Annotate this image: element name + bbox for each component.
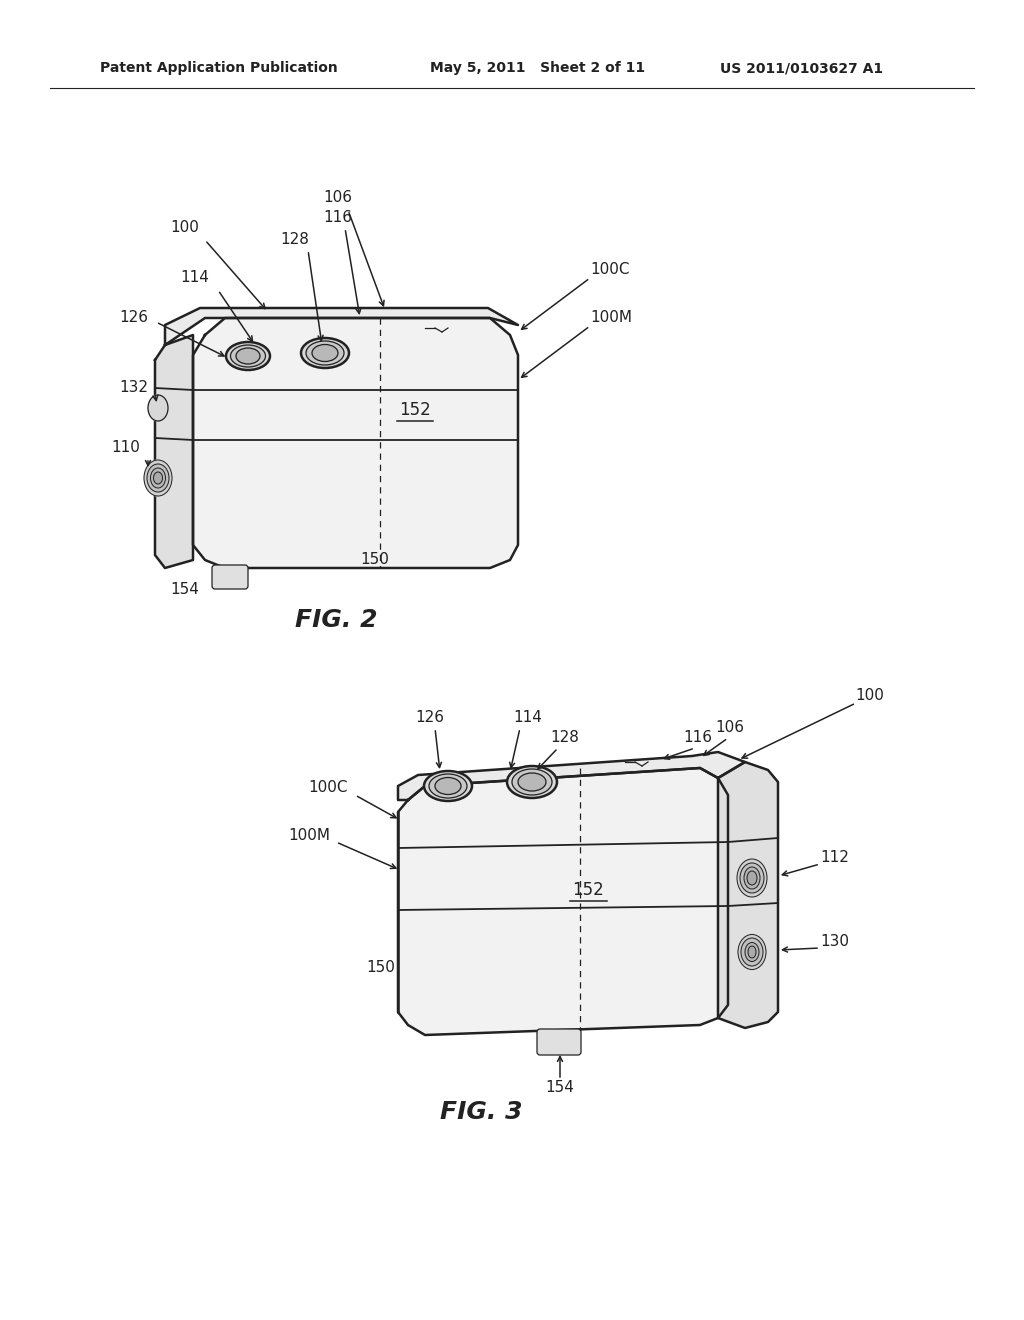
Polygon shape — [155, 335, 193, 568]
Ellipse shape — [148, 395, 168, 421]
Ellipse shape — [144, 459, 172, 496]
Ellipse shape — [738, 935, 766, 969]
Text: 112: 112 — [820, 850, 849, 866]
Text: Patent Application Publication: Patent Application Publication — [100, 61, 338, 75]
Text: FIG. 3: FIG. 3 — [440, 1100, 522, 1125]
Ellipse shape — [745, 942, 759, 961]
Text: 106: 106 — [324, 190, 352, 206]
Ellipse shape — [748, 946, 756, 958]
Ellipse shape — [740, 863, 764, 894]
Ellipse shape — [236, 348, 260, 364]
Ellipse shape — [744, 867, 760, 888]
FancyBboxPatch shape — [537, 1030, 581, 1055]
Text: 114: 114 — [514, 710, 543, 726]
Polygon shape — [398, 752, 745, 800]
Polygon shape — [193, 318, 518, 568]
Text: 116: 116 — [324, 210, 352, 226]
Text: 100: 100 — [855, 688, 884, 702]
Text: US 2011/0103627 A1: US 2011/0103627 A1 — [720, 61, 883, 75]
Ellipse shape — [226, 342, 270, 370]
Text: 154: 154 — [171, 582, 200, 598]
Ellipse shape — [147, 465, 169, 492]
Ellipse shape — [301, 338, 349, 368]
Text: 100M: 100M — [288, 828, 330, 842]
Text: 100M: 100M — [590, 310, 632, 326]
Ellipse shape — [737, 859, 767, 898]
Text: May 5, 2011   Sheet 2 of 11: May 5, 2011 Sheet 2 of 11 — [430, 61, 645, 75]
Text: 152: 152 — [399, 401, 431, 418]
Ellipse shape — [518, 774, 546, 791]
Text: 152: 152 — [572, 880, 604, 899]
Ellipse shape — [230, 345, 265, 367]
Polygon shape — [165, 308, 518, 345]
Ellipse shape — [507, 766, 557, 799]
Ellipse shape — [312, 345, 338, 362]
Text: 100C: 100C — [590, 263, 630, 277]
Text: 128: 128 — [551, 730, 580, 746]
Text: 106: 106 — [716, 721, 744, 735]
Text: 150: 150 — [360, 553, 389, 568]
Text: 126: 126 — [416, 710, 444, 726]
Ellipse shape — [746, 871, 757, 884]
Text: 154: 154 — [546, 1081, 574, 1096]
Text: 150: 150 — [367, 961, 395, 975]
FancyBboxPatch shape — [212, 565, 248, 589]
Text: 130: 130 — [820, 935, 849, 949]
Ellipse shape — [429, 774, 467, 799]
Text: 128: 128 — [281, 232, 309, 248]
Ellipse shape — [151, 469, 166, 488]
Text: 100: 100 — [171, 220, 200, 235]
Ellipse shape — [512, 770, 552, 795]
Ellipse shape — [435, 777, 461, 795]
Ellipse shape — [306, 341, 344, 366]
Polygon shape — [398, 768, 728, 1035]
Ellipse shape — [424, 771, 472, 801]
Text: 110: 110 — [112, 441, 140, 455]
Text: FIG. 2: FIG. 2 — [295, 609, 378, 632]
Text: 114: 114 — [180, 271, 210, 285]
Polygon shape — [718, 762, 778, 1028]
Ellipse shape — [741, 939, 763, 966]
Text: 126: 126 — [119, 310, 148, 326]
Ellipse shape — [154, 473, 163, 484]
Text: 100C: 100C — [308, 780, 348, 796]
Text: 132: 132 — [119, 380, 148, 396]
Text: 116: 116 — [683, 730, 713, 746]
